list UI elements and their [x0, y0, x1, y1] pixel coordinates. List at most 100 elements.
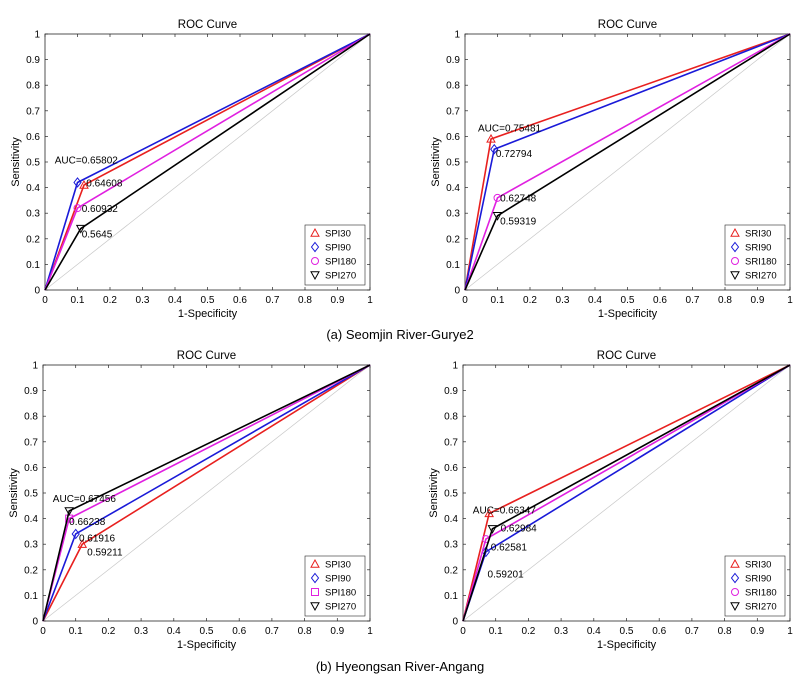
- x-tick-label: 0.6: [232, 626, 246, 637]
- chance-diagonal: [462, 364, 791, 622]
- y-axis-label: Sensitivity: [428, 468, 440, 518]
- x-tick-label: 0.1: [69, 626, 83, 637]
- x-tick-label: 0.5: [621, 295, 635, 306]
- legend-label: SPI180: [325, 588, 356, 599]
- legend-label: SRI270: [745, 602, 777, 613]
- legend: SPI30 SPI90 SPI180 SPI270: [304, 555, 366, 617]
- y-tick-label: 0.2: [446, 234, 460, 245]
- chart-title: ROC Curve: [178, 19, 237, 31]
- legend-marker: [310, 271, 320, 281]
- x-axis-label: 1-Specificity: [177, 639, 237, 651]
- x-tick-label: 0.9: [750, 626, 764, 637]
- y-tick-label: 0.7: [446, 106, 460, 117]
- x-tick-label: 0.7: [686, 295, 700, 306]
- y-tick-label: 0.2: [26, 234, 40, 245]
- x-tick-label: 0: [460, 626, 466, 637]
- x-tick-label: 1: [787, 626, 793, 637]
- x-tick-label: 1: [367, 626, 373, 637]
- y-tick-label: 0.7: [444, 437, 458, 448]
- y-tick-label: 0.1: [26, 260, 40, 271]
- series-line-spi90: [42, 364, 371, 622]
- y-tick-label: 0.1: [24, 591, 38, 602]
- y-tick-label: 0.1: [444, 591, 458, 602]
- y-axis-label: Sensitivity: [10, 137, 22, 187]
- x-tick-label: 0.9: [330, 626, 344, 637]
- series-marker-sri270: [492, 212, 503, 221]
- y-tick-label: 0.8: [24, 412, 38, 423]
- series-marker-sri30: [484, 508, 495, 518]
- auc-annotation: 0.62984: [501, 523, 538, 534]
- x-tick-label: 0.6: [652, 626, 666, 637]
- x-tick-label: 0.1: [491, 295, 505, 306]
- chart-title: ROC Curve: [177, 350, 236, 362]
- series-line-spi270: [42, 364, 371, 622]
- caption-a: (a) Seomjin River-Gurye2: [326, 327, 474, 342]
- legend-label: SRI180: [745, 588, 777, 599]
- legend-label: SPI270: [325, 602, 356, 613]
- legend-label: SPI270: [325, 271, 356, 282]
- series-line-sri180: [462, 364, 791, 622]
- x-tick-label: 0.2: [521, 626, 535, 637]
- x-tick-label: 0.5: [201, 295, 215, 306]
- series-marker-spi180: [73, 204, 82, 213]
- legend-label: SPI30: [325, 229, 351, 240]
- series-line-sri270: [462, 364, 791, 622]
- x-tick-label: 0.9: [751, 295, 765, 306]
- x-tick-label: 0.1: [71, 295, 85, 306]
- x-tick-label: 0.2: [523, 295, 537, 306]
- y-tick-label: 0.8: [26, 81, 40, 92]
- legend-box: [304, 555, 366, 617]
- y-tick-label: 0.5: [444, 489, 458, 500]
- series-marker-spi90: [73, 177, 82, 188]
- x-axis-label: 1-Specificity: [598, 308, 658, 320]
- x-tick-label: 0.6: [233, 295, 247, 306]
- auc-annotation: 0.62748: [500, 194, 537, 205]
- x-tick-label: 0.5: [620, 626, 634, 637]
- legend-marker: [310, 241, 320, 253]
- x-tick-label: 0: [462, 295, 468, 306]
- series-marker-sri30: [486, 133, 496, 143]
- y-tick-label: 0: [454, 286, 460, 297]
- auc-annotation: AUC=0.67456: [53, 494, 117, 505]
- legend-marker: [730, 241, 740, 253]
- auc-annotation: AUC=0.65802: [55, 155, 119, 166]
- legend-marker: [730, 558, 740, 568]
- y-tick-label: 0.5: [26, 158, 40, 169]
- x-tick-label: 0.6: [653, 295, 667, 306]
- x-tick-label: 0.3: [556, 295, 570, 306]
- auc-annotation: 0.59211: [87, 548, 123, 559]
- y-tick-label: 0.8: [446, 81, 460, 92]
- series-line-spi270: [44, 33, 371, 291]
- legend-box: [724, 224, 786, 286]
- x-tick-label: 0.8: [298, 295, 312, 306]
- y-tick-label: 1: [32, 361, 38, 372]
- series-marker-sri270: [487, 525, 498, 534]
- chance-diagonal: [42, 364, 371, 622]
- x-tick-label: 0.4: [168, 295, 182, 306]
- legend-label: SPI90: [325, 243, 351, 254]
- y-tick-label: 0.3: [444, 540, 458, 551]
- legend-marker: [730, 227, 740, 237]
- series-line-spi30: [42, 364, 371, 622]
- y-tick-label: 0.4: [444, 514, 458, 525]
- series-line-spi180: [44, 33, 371, 291]
- y-tick-label: 0.3: [24, 540, 38, 551]
- x-tick-label: 0.3: [136, 295, 150, 306]
- legend-label: SRI90: [745, 574, 771, 585]
- series-line-spi30: [44, 33, 371, 291]
- legend-marker: [311, 257, 319, 265]
- legend: SRI30 SRI90 SRI180 SRI270: [724, 555, 786, 617]
- x-tick-label: 0.3: [134, 626, 148, 637]
- legend-label: SPI90: [325, 574, 351, 585]
- auc-annotation: 0.60932: [82, 204, 119, 215]
- y-tick-label: 0.7: [24, 437, 38, 448]
- series-marker-spi90: [71, 528, 80, 540]
- legend-marker: [730, 572, 740, 584]
- x-tick-label: 0.5: [200, 626, 214, 637]
- x-tick-label: 1: [367, 295, 373, 306]
- auc-annotation: 0.72794: [496, 149, 533, 160]
- legend-marker: [731, 588, 739, 596]
- roc-panel-2: 00 0.1 0.1 0.2 0.2 0.3 0.3 0.4 0.4 0.5 0.5 0.6 0.6 0.…: [430, 19, 793, 320]
- legend-label: SPI180: [325, 257, 356, 268]
